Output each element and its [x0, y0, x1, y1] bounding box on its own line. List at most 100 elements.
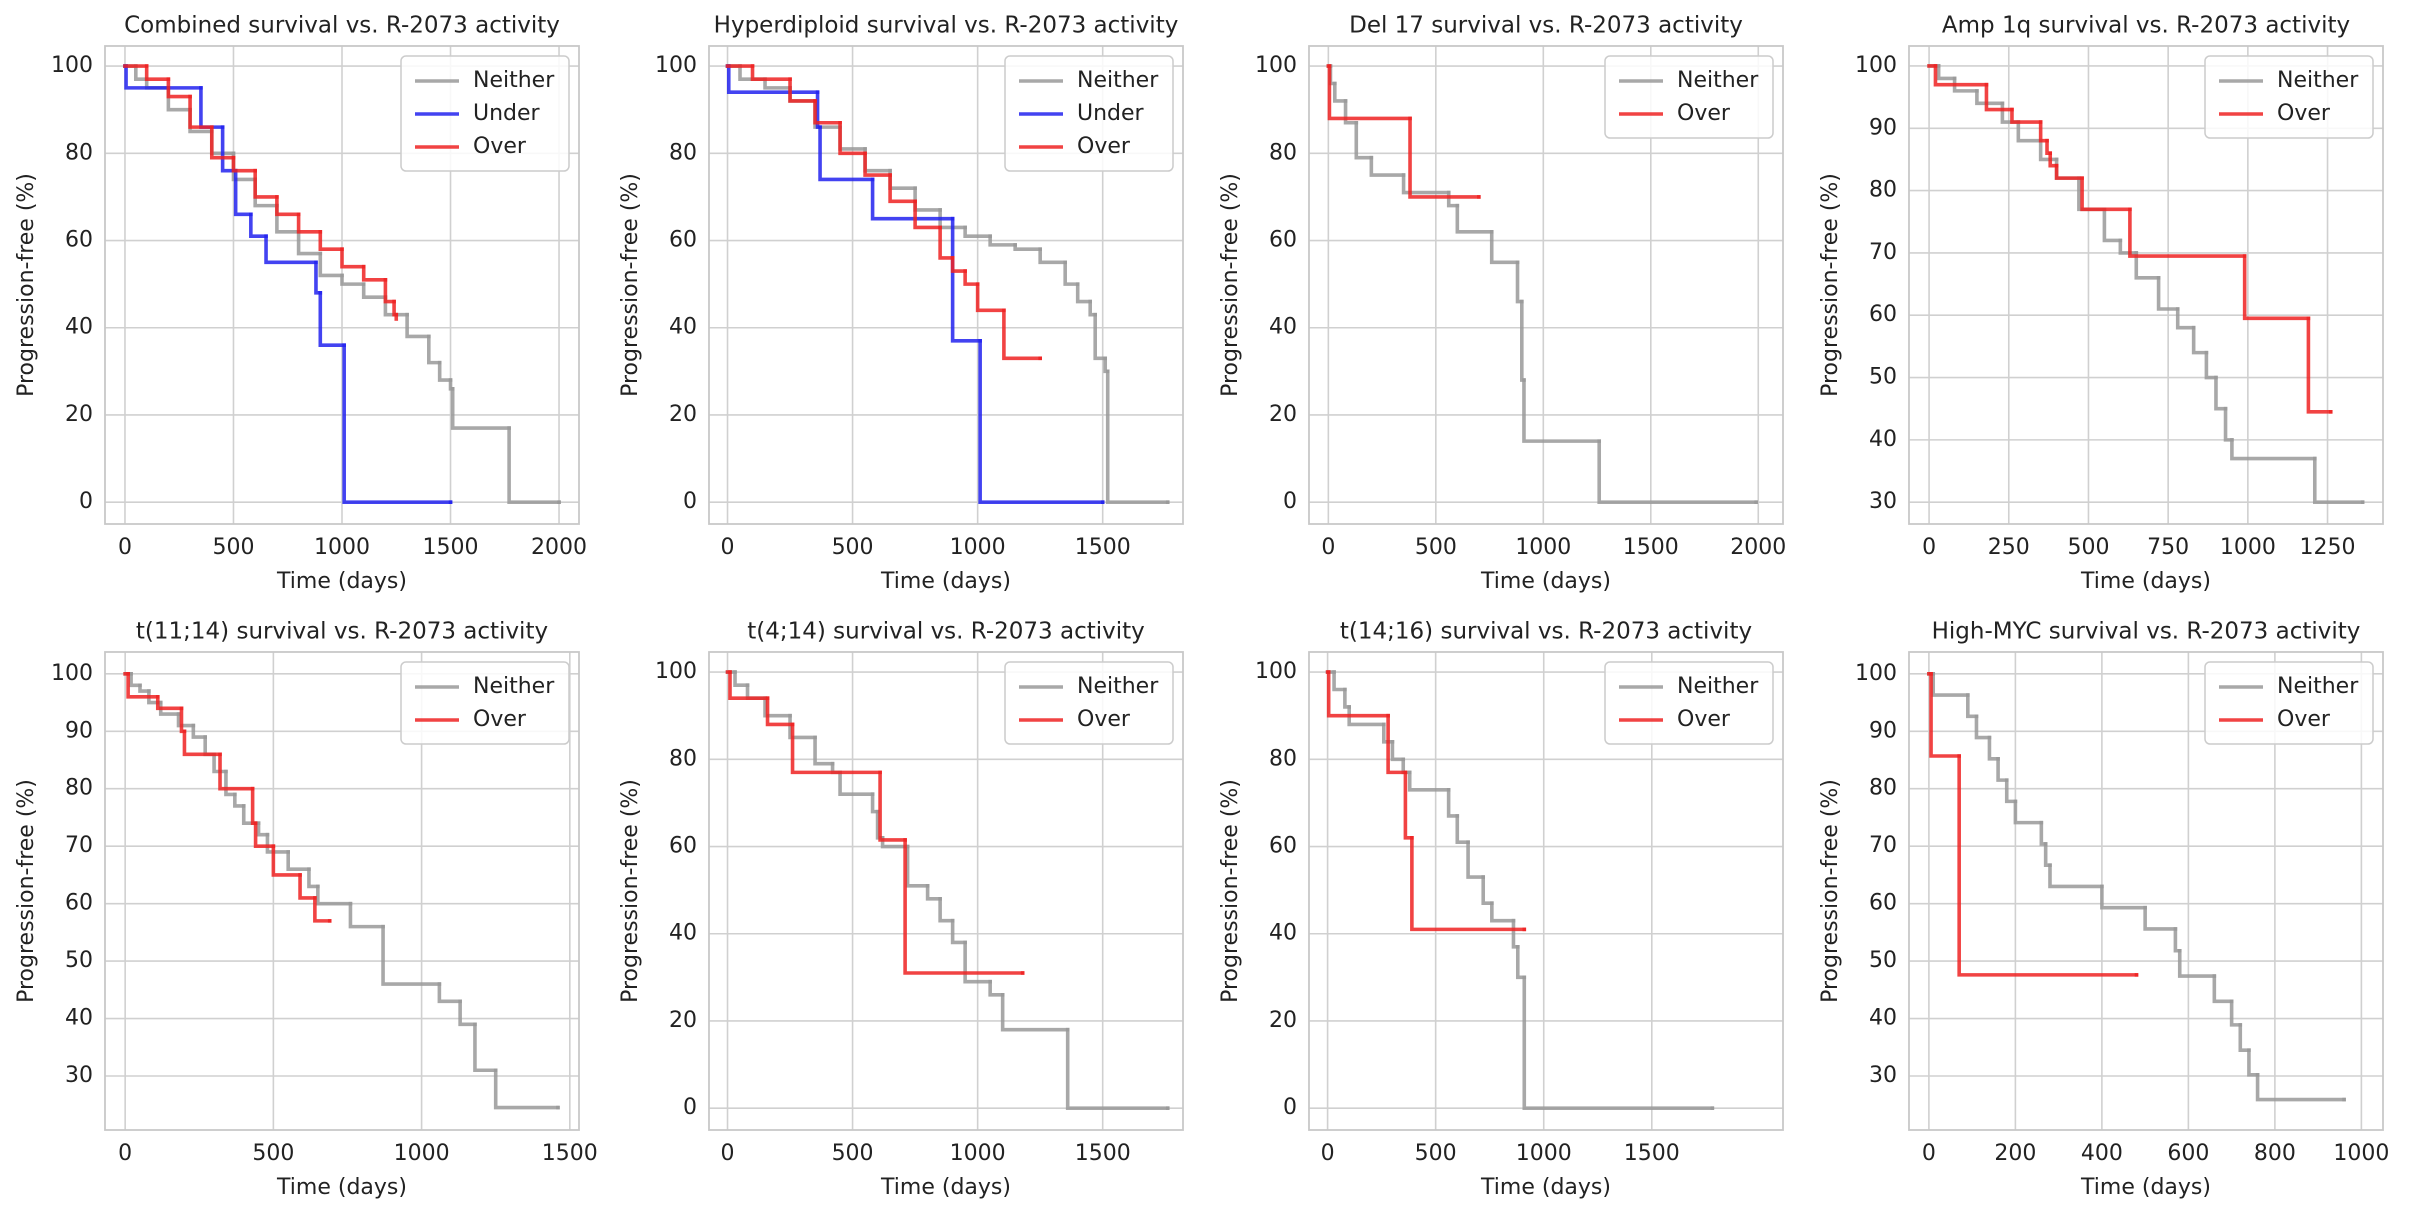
survival-step	[2306, 316, 2333, 414]
x-axis-label: Time (days)	[1480, 1175, 1611, 1200]
subplot: t(14;16) survival vs. R-2073 activity 0 20…	[1218, 619, 1784, 1200]
x-tick-label: 1500	[1075, 535, 1131, 560]
y-tick-label: 0	[1283, 1095, 1297, 1120]
survival-step	[313, 896, 332, 923]
survival-step	[271, 844, 302, 877]
survival-step	[307, 867, 320, 889]
survival-step	[2247, 1048, 2260, 1077]
survival-step	[348, 901, 385, 929]
x-tick-label: 1000	[2333, 1141, 2389, 1166]
y-axis-label: Progression-free (%)	[14, 173, 39, 397]
legend-label: Neither	[2277, 68, 2359, 93]
survival-step	[1354, 120, 1374, 160]
survival-step	[1343, 687, 1351, 709]
survival-step	[1481, 875, 1494, 906]
survival-step	[2048, 863, 2104, 889]
y-tick-label: 40	[65, 315, 93, 340]
survival-step	[144, 64, 171, 81]
x-tick-label: 0	[118, 535, 132, 560]
survival-step	[790, 722, 882, 775]
survival-step	[813, 99, 842, 125]
y-tick-label: 80	[65, 140, 93, 165]
x-tick-label: 1000	[314, 535, 370, 560]
chart-title: Amp 1q survival vs. R-2073 activity	[1942, 13, 2350, 39]
survival-step	[158, 700, 181, 716]
survival-step	[233, 792, 246, 808]
survival-step	[2214, 375, 2228, 411]
survival-step	[1390, 740, 1406, 762]
survival-step	[507, 426, 561, 504]
survival-step	[231, 155, 257, 173]
survival-step	[1952, 76, 1979, 93]
y-tick-label: 90	[1869, 115, 1897, 140]
y-tick-label: 40	[669, 921, 697, 946]
survival-step	[1455, 203, 1494, 234]
survival-step	[2312, 456, 2365, 504]
y-axis-label: Progression-free (%)	[1218, 779, 1243, 1003]
survival-step	[155, 695, 184, 711]
survival-step	[381, 924, 442, 986]
y-tick-label: 60	[65, 891, 93, 916]
survival-step	[1987, 735, 2000, 761]
survival-step	[1957, 754, 2139, 977]
survival-step	[903, 838, 1025, 975]
legend-box	[1604, 55, 1774, 139]
y-tick-label: 40	[1869, 427, 1897, 452]
survival-step	[788, 77, 817, 103]
y-tick-label: 50	[1869, 365, 1897, 390]
y-tick-label: 100	[655, 53, 697, 78]
survival-step	[2156, 276, 2180, 311]
survival-step	[1093, 312, 1108, 361]
legend-label: Under	[473, 101, 541, 126]
survival-step	[473, 1022, 498, 1073]
y-tick-label: 70	[1869, 833, 1897, 858]
x-tick-label: 600	[2167, 1141, 2209, 1166]
survival-step	[134, 64, 149, 81]
x-tick-label: 2000	[1730, 535, 1786, 560]
survival-step	[2010, 107, 2043, 124]
survival-step	[1522, 975, 1715, 1110]
survival-step	[182, 729, 222, 757]
survival-step	[1013, 243, 1042, 252]
legend-box	[1004, 55, 1174, 172]
y-tick-label: 100	[1855, 53, 1897, 78]
survival-step	[878, 770, 907, 842]
survival-step	[1369, 155, 1406, 177]
y-axis-label: Progression-free (%)	[1818, 779, 1843, 1003]
survival-step	[1401, 173, 1451, 195]
x-tick-label: 1000	[950, 535, 1006, 560]
survival-step	[1105, 369, 1170, 504]
survival-step	[2038, 120, 2049, 143]
survival-step	[1000, 992, 1070, 1032]
survival-step	[905, 844, 930, 888]
survival-step	[745, 683, 767, 701]
survival-step	[2080, 176, 2132, 212]
legend-label: Over	[1677, 707, 1731, 732]
chart-title: t(11;14) survival vs. R-2073 activity	[136, 619, 548, 645]
survival-step	[253, 168, 279, 199]
survival-step	[126, 672, 160, 699]
survival-step	[2054, 157, 2081, 180]
survival-step	[1333, 81, 1348, 103]
survival-step	[788, 86, 817, 103]
survival-step	[1446, 190, 1460, 208]
chart-title: Del 17 survival vs. R-2073 activity	[1349, 13, 1743, 39]
survival-step	[870, 177, 955, 221]
survival-step	[1347, 705, 1386, 727]
x-axis-label: Time (days)	[2080, 569, 2211, 594]
x-tick-label: 1500	[1623, 535, 1679, 560]
survival-step	[1408, 116, 1481, 199]
survival-step	[728, 670, 770, 701]
survival-step	[176, 712, 196, 728]
y-tick-label: 100	[655, 659, 697, 684]
survival-step	[253, 821, 276, 848]
y-tick-label: 50	[65, 948, 93, 973]
y-axis-label: Progression-free (%)	[1818, 173, 1843, 397]
x-tick-label: 500	[212, 535, 254, 560]
survival-step	[342, 343, 453, 504]
survival-step	[2255, 1073, 2346, 1102]
survival-step	[963, 940, 992, 984]
survival-step	[265, 832, 290, 854]
y-tick-label: 90	[1869, 718, 1897, 743]
